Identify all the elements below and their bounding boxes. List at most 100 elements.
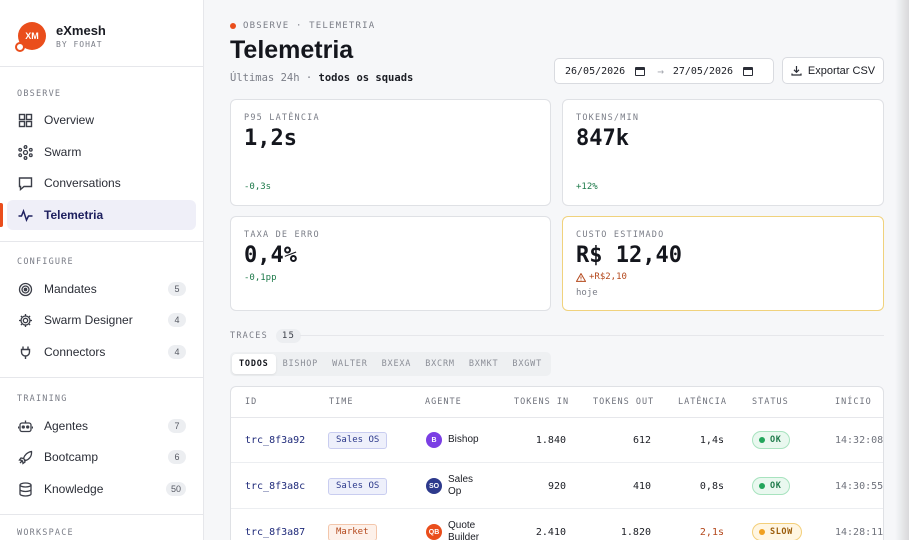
date-to-input[interactable]: 27/05/2026 <box>672 65 734 77</box>
brand[interactable]: XM eXmesh BY FOHAT <box>15 22 106 52</box>
sidebar-item-swarm-designer[interactable]: Swarm Designer 4 <box>7 305 196 335</box>
trace-id-link[interactable]: trc_8f3a92 <box>245 434 306 446</box>
tab-walter[interactable]: WALTER <box>332 359 368 369</box>
tab-bxexa[interactable]: BXEXA <box>381 359 412 369</box>
date-range-picker: 26/05/2026 → 27/05/2026 <box>554 58 774 84</box>
table-row[interactable]: trc_8f3a92 Sales OS B Bishop 1.840 612 1… <box>231 417 883 463</box>
kpi-delta: -0,3s <box>244 182 272 192</box>
warning-icon <box>576 272 586 282</box>
tab-bishop[interactable]: BISHOP <box>282 359 319 369</box>
kpi-label: TOKENS/MIN <box>576 113 640 123</box>
sidebar-item-mandates[interactable]: Mandates 5 <box>7 274 196 304</box>
table-row[interactable]: trc_8f3a8c Sales OS SO Sales Op 920 410 … <box>231 463 883 509</box>
column-header-time[interactable]: TIME <box>329 397 354 407</box>
subtitle-scope: todos os squads <box>318 72 414 84</box>
tokens-out-value: 410 <box>632 480 651 492</box>
target-icon <box>18 282 33 297</box>
agent-cell: B Bishop <box>426 417 479 463</box>
grid-icon <box>18 113 33 128</box>
section-label-observe: OBSERVE <box>17 89 62 99</box>
column-header-tokens-in[interactable]: TOKENS IN <box>514 397 570 407</box>
calendar-icon[interactable] <box>635 66 646 76</box>
active-indicator <box>0 203 3 227</box>
tab-bxgwt[interactable]: BXGWT <box>512 359 542 369</box>
breadcrumb: OBSERVE · TELEMETRIA <box>230 21 375 31</box>
rocket-icon <box>18 450 33 465</box>
kpi-card-tokens: TOKENS/MIN 847k +12% <box>562 99 884 206</box>
sidebar-item-bootcamp[interactable]: Bootcamp 6 <box>7 442 196 472</box>
main-content: OBSERVE · TELEMETRIA Telemetria Últimas … <box>205 0 909 540</box>
kpi-card-cost: CUSTO ESTIMADO R$ 12,40 +R$2,10 hoje <box>562 216 884 311</box>
divider <box>0 514 203 515</box>
database-icon <box>18 481 33 497</box>
divider <box>300 335 884 336</box>
column-header-latencia[interactable]: LATÊNCIA <box>678 397 727 407</box>
divider <box>231 417 883 418</box>
start-time: 14:28:11 <box>835 526 884 538</box>
divider <box>0 241 203 242</box>
tab-bxmkt[interactable]: BXMKT <box>468 359 499 369</box>
date-from-input[interactable]: 26/05/2026 <box>565 65 626 77</box>
tokens-out-value: 1.820 <box>620 526 651 538</box>
agent-name: Quote Builder <box>448 520 480 540</box>
latency-value: 0,8s <box>699 480 724 492</box>
status-dot <box>759 483 765 489</box>
squad-filter-tabs: TODOS BISHOP WALTER BXEXA BXCRM BXMKT BX… <box>230 352 551 376</box>
sidebar-item-overview[interactable]: Overview <box>7 105 196 135</box>
export-csv-button[interactable]: Exportar CSV <box>782 57 884 84</box>
trace-id-link[interactable]: trc_8f3a87 <box>245 526 306 538</box>
traces-heading: TRACES 15 <box>230 329 302 343</box>
status-badge: SLOW <box>752 523 802 540</box>
kpi-value: 0,4% <box>244 243 297 268</box>
trace-id-link[interactable]: trc_8f3a8c <box>245 480 306 492</box>
sidebar-item-knowledge[interactable]: Knowledge 50 <box>7 474 196 504</box>
status-text: SLOW <box>770 527 793 537</box>
sidebar-item-label: Swarm Designer <box>44 313 133 327</box>
sidebar-item-telemetria[interactable]: Telemetria <box>7 200 196 230</box>
column-header-agente[interactable]: AGENTE <box>425 397 462 407</box>
column-header-id[interactable]: ID <box>245 397 258 407</box>
sidebar-item-connectors[interactable]: Connectors 4 <box>7 337 196 367</box>
divider <box>0 377 203 378</box>
sidebar-item-label: Knowledge <box>44 482 104 496</box>
count-badge: 5 <box>168 282 186 296</box>
avatar: B <box>426 432 442 448</box>
brand-logo: XM <box>15 22 46 52</box>
status-badge: OK <box>752 431 791 449</box>
latency-value: 1,4s <box>699 434 724 446</box>
count-badge: 4 <box>168 313 186 327</box>
kpi-note: hoje <box>576 288 598 298</box>
table-row[interactable]: trc_8f3a87 Market QB Quote Builder 2.410… <box>231 509 884 540</box>
subtitle-period: Últimas 24h · <box>230 72 319 84</box>
kpi-label: TAXA DE ERRO <box>244 230 320 240</box>
kpi-value: R$ 12,40 <box>576 243 682 268</box>
tab-todos[interactable]: TODOS <box>232 354 276 374</box>
kpi-card-latency: P95 LATÊNCIA 1,2s -0,3s <box>230 99 551 206</box>
count-badge: 7 <box>168 419 186 433</box>
calendar-icon[interactable] <box>743 66 754 76</box>
export-csv-label: Exportar CSV <box>807 64 876 77</box>
sidebar-item-label: Conversations <box>44 176 121 190</box>
section-label-configure: CONFIGURE <box>17 257 74 267</box>
status-text: OK <box>770 481 782 491</box>
tokens-in-value: 920 <box>547 480 566 492</box>
sidebar-item-agentes[interactable]: Agentes 7 <box>7 411 196 441</box>
kpi-delta: -0,1pp <box>244 273 277 283</box>
latency-value: 2,1s <box>699 526 724 538</box>
sidebar-item-conversations[interactable]: Conversations <box>7 168 196 198</box>
kpi-label: CUSTO ESTIMADO <box>576 230 665 240</box>
gear-icon <box>18 313 33 328</box>
column-header-status[interactable]: STATUS <box>752 397 789 407</box>
column-header-inicio[interactable]: INÍCIO <box>835 397 872 407</box>
column-header-tokens-out[interactable]: TOKENS OUT <box>593 397 655 407</box>
swarm-icon <box>18 144 33 160</box>
sidebar-item-label: Overview <box>44 113 95 127</box>
sidebar-item-swarm[interactable]: Swarm <box>7 137 196 167</box>
squad-tag: Sales OS <box>328 477 388 495</box>
kpi-label: P95 LATÊNCIA <box>244 113 320 123</box>
tab-bxcrm[interactable]: BXCRM <box>425 359 455 369</box>
kpi-delta-text: +R$2,10 <box>589 272 627 282</box>
arrow-right-icon: → <box>657 64 664 78</box>
agent-cell: SO Sales Op <box>426 463 482 509</box>
count-badge: 50 <box>165 482 186 496</box>
